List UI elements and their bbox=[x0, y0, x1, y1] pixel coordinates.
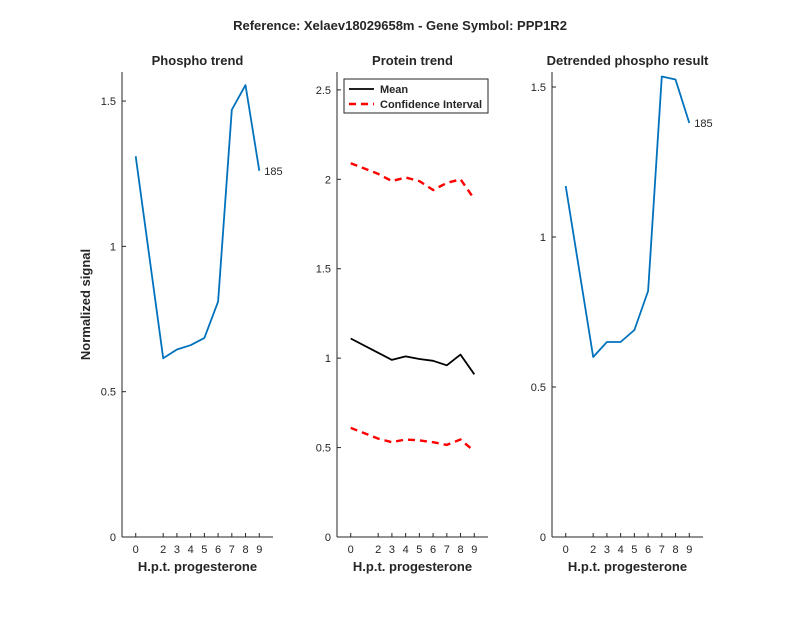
y-tick-label: 1.5 bbox=[531, 82, 546, 94]
panel-3: 0 2 3 4 5 6 7 8 9 0 0.5 1 1.5 Detrended phospho resul… bbox=[531, 53, 713, 574]
x-tick-label: 2 bbox=[590, 544, 596, 556]
x-tick-label: 9 bbox=[256, 544, 262, 556]
panel-title: Detrended phospho result bbox=[547, 53, 709, 68]
x-tick-label: 7 bbox=[659, 544, 665, 556]
x-tick-label: 6 bbox=[215, 544, 221, 556]
panel-1: 0 2 3 4 5 6 7 8 9 0 0.5 1 1.5 Phospho trend H.p.t. pro… bbox=[78, 53, 283, 574]
x-tick-label: 5 bbox=[201, 544, 207, 556]
x-tick-label: 0 bbox=[563, 544, 569, 556]
y-tick-label: 0.5 bbox=[316, 443, 331, 455]
legend-box bbox=[343, 78, 489, 114]
y-tick-label: 2.5 bbox=[316, 85, 331, 97]
x-tick-label: 0 bbox=[348, 544, 354, 556]
x-tick-label: 4 bbox=[188, 544, 194, 556]
y-axis-label: Normalized signal bbox=[78, 249, 93, 360]
series-line-1 bbox=[564, 75, 691, 358]
y-tick-label: 0.5 bbox=[531, 382, 546, 394]
y-tick-label: 0 bbox=[540, 532, 546, 544]
y-tick-label: 0.5 bbox=[101, 387, 116, 399]
x-tick-label: 7 bbox=[444, 544, 450, 556]
x-tick-label: 4 bbox=[618, 544, 624, 556]
x-tick-label: 5 bbox=[416, 544, 422, 556]
y-tick-label: 1 bbox=[325, 353, 331, 365]
legend-label: Confidence Interval bbox=[380, 99, 482, 111]
x-tick-label: 7 bbox=[229, 544, 235, 556]
series-end-label: 185 bbox=[694, 118, 712, 130]
y-tick-label: 1.5 bbox=[101, 96, 116, 108]
series-line-mean bbox=[350, 337, 476, 375]
y-tick-label: 0 bbox=[110, 532, 116, 544]
x-axis-label: H.p.t. progesterone bbox=[568, 559, 687, 574]
x-tick-label: 2 bbox=[375, 544, 381, 556]
x-tick-label: 8 bbox=[242, 544, 248, 556]
panel-title: Protein trend bbox=[372, 53, 453, 68]
x-tick-label: 9 bbox=[686, 544, 692, 556]
x-tick-label: 3 bbox=[174, 544, 180, 556]
series-end-label: 185 bbox=[264, 166, 282, 178]
series-line-3 bbox=[350, 426, 476, 453]
x-tick-label: 0 bbox=[133, 544, 139, 556]
y-tick-label: 1 bbox=[110, 241, 116, 253]
x-tick-label: 5 bbox=[631, 544, 637, 556]
series-line-confidence-interval bbox=[350, 162, 476, 200]
y-tick-label: 1 bbox=[540, 232, 546, 244]
y-tick-label: 2 bbox=[325, 174, 331, 186]
x-tick-label: 6 bbox=[645, 544, 651, 556]
series-line-1 bbox=[134, 84, 261, 360]
x-axis-label: H.p.t. progesterone bbox=[353, 559, 472, 574]
x-tick-label: 4 bbox=[403, 544, 409, 556]
x-tick-label: 6 bbox=[430, 544, 436, 556]
legend-label: Mean bbox=[380, 84, 408, 96]
y-tick-label: 1.5 bbox=[316, 264, 331, 276]
x-tick-label: 8 bbox=[672, 544, 678, 556]
x-tick-label: 3 bbox=[389, 544, 395, 556]
x-axis-label: H.p.t. progesterone bbox=[138, 559, 257, 574]
figure-title: Reference: Xelaev18029658m - Gene Symbol… bbox=[233, 18, 567, 33]
x-tick-label: 9 bbox=[471, 544, 477, 556]
x-tick-label: 2 bbox=[160, 544, 166, 556]
panel-title: Phospho trend bbox=[152, 53, 244, 68]
y-tick-label: 0 bbox=[325, 532, 331, 544]
legend: Mean Confidence Interval bbox=[343, 78, 489, 114]
x-tick-label: 3 bbox=[604, 544, 610, 556]
x-tick-label: 8 bbox=[457, 544, 463, 556]
